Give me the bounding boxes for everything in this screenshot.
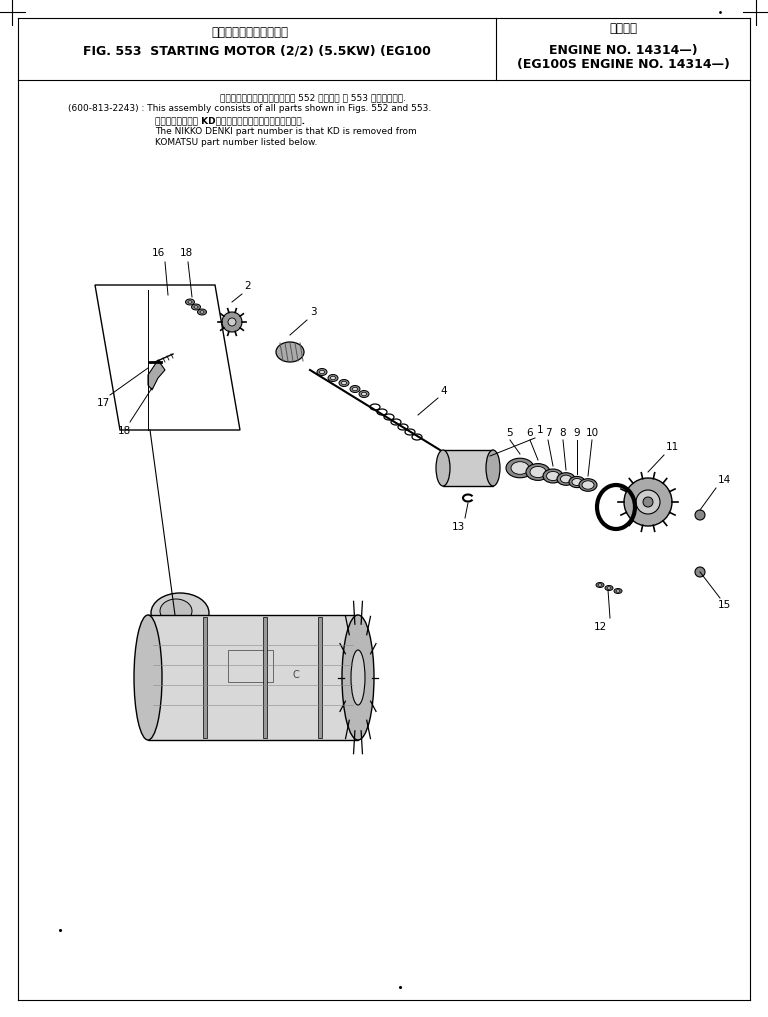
Text: The NIKKO DENKI part number is that KD is removed from: The NIKKO DENKI part number is that KD i…: [155, 127, 417, 136]
Text: 16: 16: [151, 248, 164, 258]
Text: 4: 4: [440, 386, 447, 396]
Text: 2: 2: [244, 281, 250, 291]
Ellipse shape: [276, 342, 304, 362]
Text: (EG100S ENGINE NO. 14314—): (EG100S ENGINE NO. 14314—): [517, 58, 730, 71]
Text: このアセンブリの構成部品は第 552 図および 第 553 図を含みます.: このアセンブリの構成部品は第 552 図および 第 553 図を含みます.: [220, 93, 406, 102]
Text: FIG. 553  STARTING MOTOR (2/2) (5.5KW) (EG100: FIG. 553 STARTING MOTOR (2/2) (5.5KW) (E…: [83, 44, 431, 57]
Text: 18: 18: [118, 426, 131, 436]
Ellipse shape: [582, 481, 594, 489]
Circle shape: [643, 497, 653, 507]
Bar: [203, 617, 207, 738]
Text: C: C: [293, 670, 300, 680]
Circle shape: [222, 312, 242, 332]
Bar: [443, 450, 493, 486]
Ellipse shape: [186, 299, 194, 305]
Circle shape: [636, 490, 660, 514]
Text: 17: 17: [96, 398, 110, 408]
Text: 13: 13: [452, 522, 465, 532]
Ellipse shape: [506, 459, 534, 478]
Ellipse shape: [569, 476, 585, 487]
Ellipse shape: [557, 473, 575, 485]
Ellipse shape: [359, 391, 369, 398]
Bar: [228, 650, 273, 682]
Ellipse shape: [547, 472, 560, 481]
Ellipse shape: [134, 615, 162, 740]
Text: KOMATSU part number listed below.: KOMATSU part number listed below.: [155, 138, 317, 147]
Text: ENGINE NO. 14314—): ENGINE NO. 14314—): [548, 44, 697, 57]
Circle shape: [695, 510, 705, 520]
Ellipse shape: [330, 376, 336, 379]
Ellipse shape: [436, 450, 450, 486]
Text: 18: 18: [180, 248, 193, 258]
Ellipse shape: [342, 615, 374, 740]
Ellipse shape: [607, 587, 611, 589]
Ellipse shape: [188, 301, 192, 303]
Ellipse shape: [579, 479, 597, 491]
Circle shape: [695, 567, 705, 577]
Text: 3: 3: [310, 307, 316, 317]
Ellipse shape: [511, 462, 529, 474]
Text: 1: 1: [537, 425, 544, 435]
Text: (600-813-2243) : This assembly consists of all parts shown in Figs. 552 and 553.: (600-813-2243) : This assembly consists …: [68, 104, 432, 113]
Text: 適用号機: 適用号機: [609, 22, 637, 35]
Ellipse shape: [561, 475, 571, 483]
Ellipse shape: [194, 306, 198, 308]
Ellipse shape: [342, 381, 346, 384]
Text: スターティング　モータ: スターティング モータ: [211, 26, 289, 39]
Ellipse shape: [350, 385, 360, 393]
Ellipse shape: [319, 370, 325, 374]
Circle shape: [228, 318, 236, 326]
Circle shape: [624, 478, 672, 526]
Ellipse shape: [616, 590, 620, 592]
Ellipse shape: [200, 311, 204, 313]
Ellipse shape: [526, 464, 550, 480]
Ellipse shape: [572, 479, 582, 485]
Text: 14: 14: [718, 475, 731, 485]
Ellipse shape: [362, 393, 366, 396]
Ellipse shape: [596, 583, 604, 588]
Ellipse shape: [328, 374, 338, 381]
Ellipse shape: [598, 584, 602, 586]
Ellipse shape: [191, 304, 200, 310]
Text: 9: 9: [574, 428, 581, 438]
Text: 品番のメーカ記号 KDを置いたものが日絡電機の品番です.: 品番のメーカ記号 KDを置いたものが日絡電機の品番です.: [155, 116, 305, 125]
Bar: [318, 617, 322, 738]
Text: 5: 5: [507, 428, 513, 438]
Ellipse shape: [197, 309, 207, 315]
Text: 11: 11: [666, 442, 679, 452]
Text: 12: 12: [594, 622, 607, 632]
Text: 6: 6: [527, 428, 533, 438]
Text: 8: 8: [560, 428, 566, 438]
Text: 15: 15: [718, 600, 731, 610]
Ellipse shape: [351, 650, 365, 705]
Ellipse shape: [160, 599, 192, 623]
Text: 10: 10: [585, 428, 598, 438]
Ellipse shape: [486, 450, 500, 486]
Bar: [148, 615, 358, 740]
Ellipse shape: [339, 379, 349, 386]
Text: 7: 7: [545, 428, 551, 438]
Ellipse shape: [317, 368, 327, 375]
Polygon shape: [148, 360, 165, 390]
Ellipse shape: [151, 593, 209, 633]
Ellipse shape: [530, 467, 546, 478]
Ellipse shape: [353, 387, 357, 391]
Ellipse shape: [605, 586, 613, 591]
Bar: [263, 617, 267, 738]
Ellipse shape: [543, 469, 563, 483]
Ellipse shape: [614, 589, 622, 594]
